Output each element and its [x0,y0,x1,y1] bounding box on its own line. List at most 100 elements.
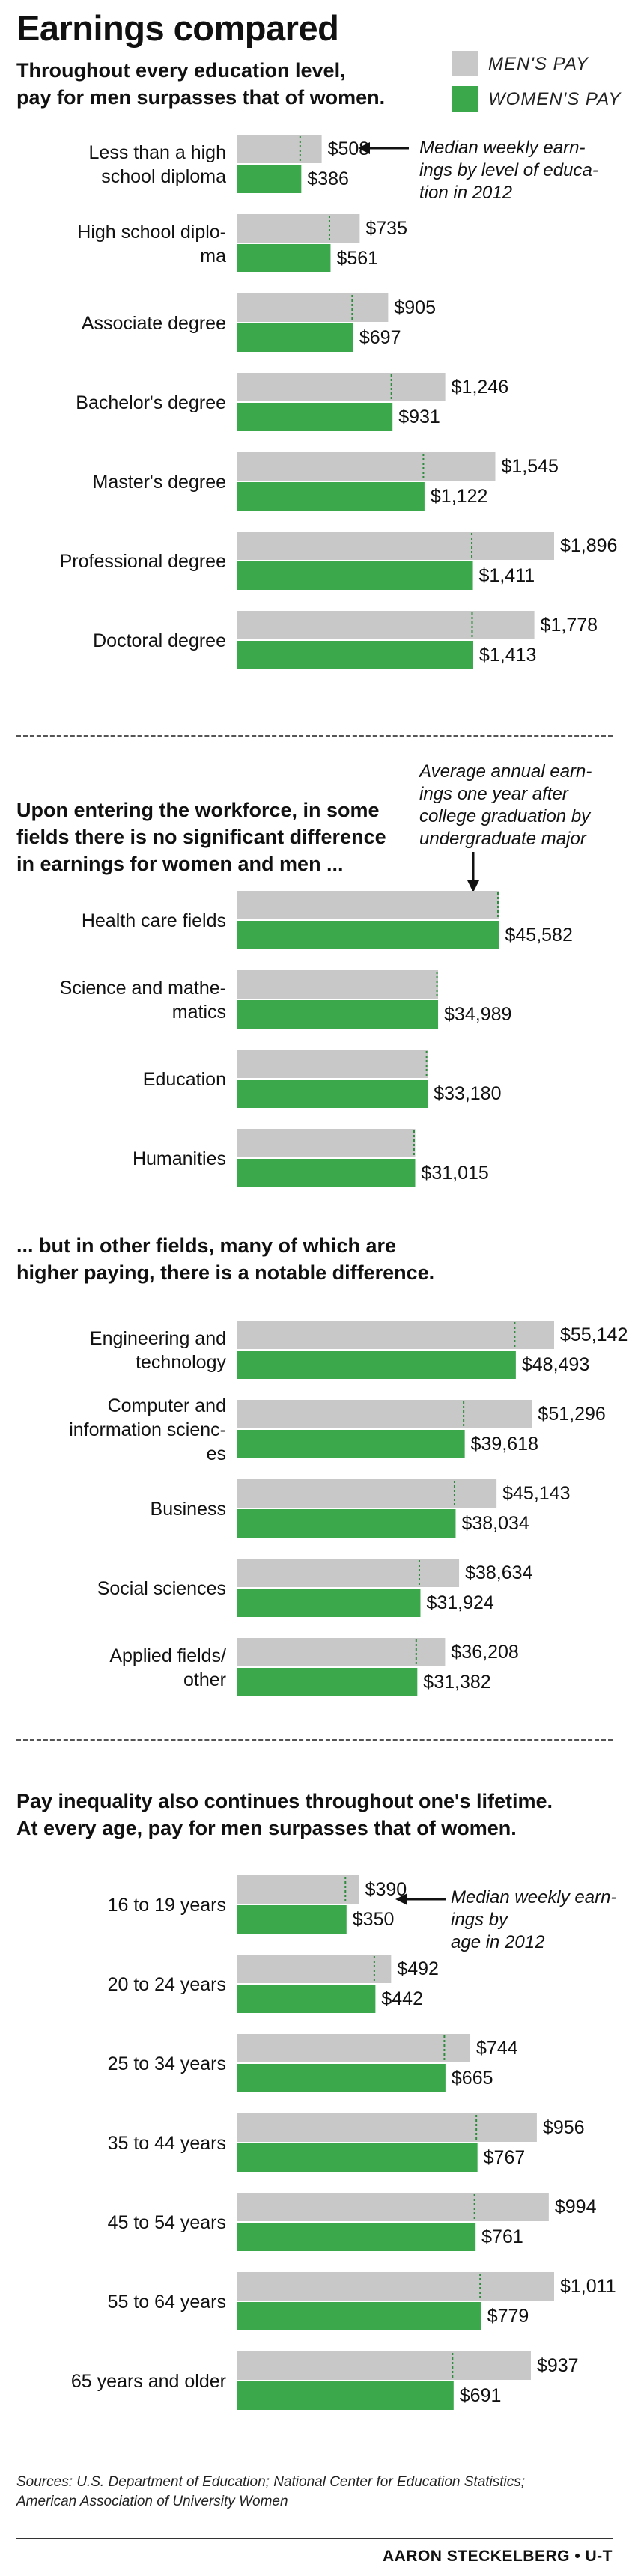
education-note-arrow-icon [358,142,409,154]
age-note-line-2: ings by [451,1910,508,1930]
men-value-label: $744 [476,2038,518,2059]
men-bar [237,2193,549,2221]
category-label: Bachelor's degree [76,392,226,413]
women-bar [237,1905,347,1934]
women-value-label: $691 [460,2385,502,2406]
women-bar [237,641,473,669]
women-value-label: $767 [484,2147,526,2168]
major-note-arrow-icon [467,852,479,892]
women-bar [237,482,425,511]
legend-women-swatch [452,86,478,112]
major-equal-subtitle-line-3: in earnings for women and men ... [16,853,344,875]
category-label: Health care fields [82,910,226,931]
education-note: Median weekly earn- ings by level of edu… [419,137,598,204]
category-label: 25 to 34 years [108,2053,226,2074]
major-diff-chart: Engineering and technology $55,142 $48,493 C… [69,1321,628,1696]
category-label: Applied fields/ [109,1645,226,1666]
women-value-label: $31,924 [426,1592,493,1613]
category-label: Less than a high [89,142,226,163]
women-bar [237,403,393,431]
sources-line-2: American Association of University Women [16,2494,288,2509]
women-bar [237,1430,465,1458]
legend-men-swatch [452,51,478,76]
age-chart: 16 to 19 years $390 $350 20 to 24 years $492… [71,1875,616,2410]
women-value-label: $931 [398,407,440,427]
age-subtitle-line-2: At every age, pay for men surpasses that… [16,1817,517,1839]
category-label: 35 to 44 years [108,2133,226,2154]
age-note-arrow-icon [395,1893,446,1905]
men-bar [237,970,439,999]
major-equal-subtitle-line-1: Upon entering the workforce, in some [16,799,380,821]
women-value-label: $442 [381,1988,423,2009]
men-bar [237,1875,359,1904]
men-value-label: $994 [555,2196,597,2217]
women-value-label: $350 [353,1909,395,1930]
men-bar [237,611,535,639]
women-value-label: $697 [359,327,401,348]
women-value-label: $45,582 [505,925,572,946]
men-value-label: $1,896 [560,535,617,556]
category-label: 65 years and older [71,2371,226,2392]
education-note-line-2: ings by level of educa- [419,160,598,180]
women-value-label: $38,034 [461,1513,529,1534]
women-value-label: $1,413 [479,645,536,666]
women-bar [237,2143,478,2172]
women-value-label: $386 [307,168,349,189]
age-note-line-3: age in 2012 [451,1932,545,1952]
category-label: other [183,1669,226,1690]
men-bar [237,1479,497,1508]
major-diff-subtitle-line-2: higher paying, there is a notable differ… [16,1261,435,1284]
men-bar [237,1638,446,1666]
men-value-label: $956 [543,2117,585,2138]
women-bar [237,165,302,193]
section-divider-1 [16,735,613,737]
women-value-label: $31,015 [421,1163,488,1184]
category-label: Education [143,1069,226,1090]
category-label: Master's degree [93,472,226,493]
men-value-label: $1,778 [541,615,598,636]
category-label: Science and mathe- [60,978,226,999]
footer-rule [16,2538,613,2539]
category-label: Business [151,1499,226,1520]
women-bar [237,1080,428,1108]
women-value-label: $39,618 [471,1434,538,1455]
women-bar [237,2064,446,2092]
age-note: Median weekly earn- ings by age in 2012 [451,1887,616,1954]
category-label: Associate degree [82,313,226,334]
women-bar [237,561,473,590]
women-bar [237,2302,481,2330]
legend-men-label: MEN'S PAY [488,54,589,74]
education-note-line-1: Median weekly earn- [419,138,586,158]
age-note-line-1: Median weekly earn- [451,1887,617,1907]
major-note-line-3: college graduation by [419,806,591,826]
women-bar [237,921,499,949]
education-note-line-3: tion in 2012 [419,183,513,203]
men-value-label: $905 [394,297,436,318]
category-label: Professional degree [60,551,226,572]
men-value-label: $937 [537,2355,579,2376]
women-bar [237,323,353,352]
men-bar [237,1321,554,1349]
women-value-label: $761 [481,2226,523,2247]
category-label: Computer and [108,1395,226,1416]
women-bar [237,1985,376,2013]
men-bar [237,1559,460,1587]
women-bar [237,1000,439,1029]
men-bar [237,452,496,481]
education-subtitle: Throughout every education level, pay fo… [16,57,385,111]
women-value-label: $48,493 [522,1354,589,1375]
men-bar [237,373,446,401]
sources-line-1: Sources: U.S. Department of Education; N… [16,2474,526,2490]
category-label: Social sciences [97,1578,226,1599]
men-value-label: $55,142 [560,1324,628,1345]
major-note-line-2: ings one year after [419,784,568,804]
category-label: matics [172,1002,226,1023]
men-bar [237,2272,554,2301]
women-bar [237,2223,476,2251]
men-bar [237,135,322,163]
category-label: information scienc- [69,1419,226,1440]
major-diff-subtitle: ... but in other fields, many of which a… [16,1232,434,1286]
men-bar [237,214,360,243]
